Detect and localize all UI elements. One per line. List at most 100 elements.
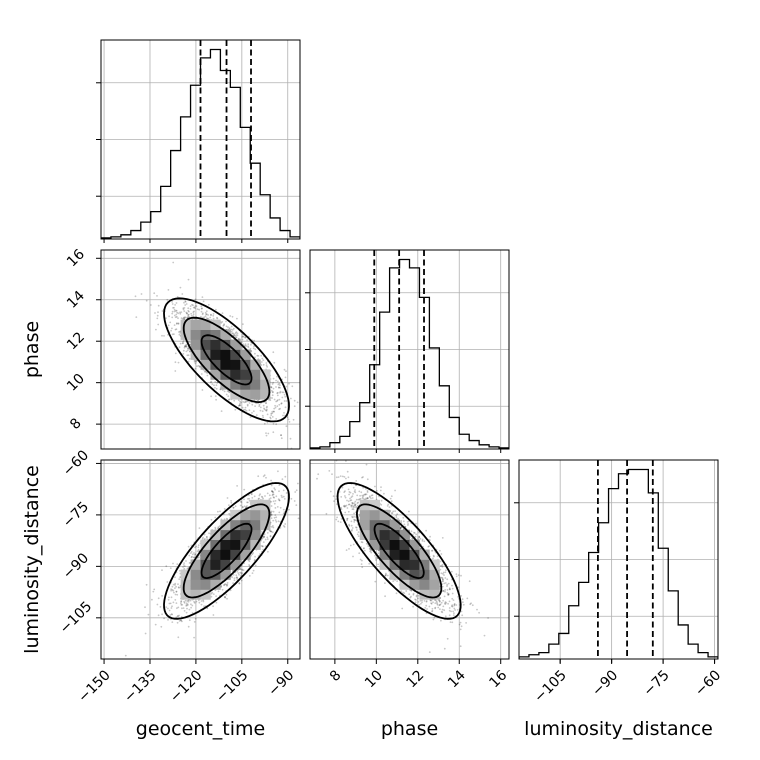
sample-point — [281, 437, 283, 439]
sample-point — [275, 386, 277, 388]
sample-point — [193, 557, 195, 559]
sample-point — [272, 394, 274, 396]
sample-point — [215, 595, 217, 597]
sample-point — [267, 422, 269, 424]
sample-point — [227, 582, 229, 584]
sample-point — [146, 300, 148, 302]
sample-point — [246, 502, 248, 504]
sample-point — [254, 405, 256, 407]
sample-point — [212, 315, 214, 317]
sample-point — [135, 295, 137, 297]
sample-point — [314, 436, 316, 438]
sample-point — [232, 316, 234, 318]
sample-point — [288, 383, 290, 385]
sample-point — [241, 569, 243, 571]
sample-point — [272, 351, 274, 353]
sample-point — [171, 317, 173, 319]
sample-point — [243, 489, 245, 491]
sample-point — [155, 624, 157, 626]
sample-point — [267, 414, 269, 416]
sample-point — [193, 307, 195, 309]
sample-point — [282, 452, 284, 454]
sample-point — [190, 603, 192, 605]
sample-point — [274, 514, 276, 516]
sample-point — [169, 610, 171, 612]
sample-point — [236, 336, 238, 338]
sample-point — [161, 613, 163, 615]
sample-point — [177, 615, 179, 617]
sample-point — [306, 463, 308, 465]
sample-point — [216, 384, 218, 386]
sample-point — [167, 619, 169, 621]
sample-point — [261, 358, 263, 360]
sample-point — [254, 353, 256, 355]
sample-point — [277, 381, 279, 383]
sample-point — [266, 435, 268, 437]
sample-point — [267, 493, 269, 495]
sample-point — [176, 602, 178, 604]
sample-point — [201, 600, 203, 602]
sample-point — [177, 583, 179, 585]
sample-point — [246, 505, 248, 507]
sample-point — [285, 386, 287, 388]
sample-point — [284, 394, 286, 396]
sample-point — [270, 480, 272, 482]
panel-luminosity_distance-vs-geocent_time: −105−90−75−60 — [57, 447, 313, 659]
sample-point — [275, 507, 277, 509]
sample-point — [210, 395, 212, 397]
sample-point — [271, 517, 273, 519]
sample-point — [190, 607, 192, 609]
sample-point — [160, 606, 162, 608]
sample-point — [274, 517, 276, 519]
sample-point — [179, 620, 181, 622]
sample-point — [224, 583, 226, 585]
sample-point — [202, 296, 204, 298]
y-tick-label: 8 — [67, 415, 85, 433]
sample-point — [175, 314, 177, 316]
sample-point — [256, 414, 258, 416]
panel-geocent_time-histogram — [96, 40, 300, 239]
sample-point — [172, 586, 174, 588]
sample-point — [262, 410, 264, 412]
sample-point — [280, 391, 282, 393]
sample-point — [214, 527, 216, 529]
sample-point — [278, 512, 280, 514]
sample-point — [278, 484, 280, 486]
panel-content — [101, 250, 317, 449]
sample-point — [170, 590, 172, 592]
sample-point — [234, 577, 236, 579]
sample-point — [157, 315, 159, 317]
sample-point — [170, 330, 172, 332]
sample-point — [213, 384, 215, 386]
sample-point — [273, 411, 275, 413]
sample-point — [223, 324, 225, 326]
density-cell — [220, 350, 230, 360]
sample-point — [183, 607, 185, 609]
sample-point — [262, 496, 264, 498]
sample-point — [135, 316, 137, 318]
sample-point — [174, 576, 176, 578]
sample-point — [168, 599, 170, 601]
sample-point — [175, 316, 177, 318]
sample-point — [196, 305, 198, 307]
sample-point — [241, 341, 243, 343]
sample-point — [181, 607, 183, 609]
sample-point — [222, 589, 224, 591]
sample-point — [272, 391, 274, 393]
sample-point — [153, 292, 155, 294]
sample-point — [272, 416, 274, 418]
sample-point — [289, 421, 291, 423]
sample-point — [273, 408, 275, 410]
sample-point — [280, 507, 282, 509]
sample-point — [148, 614, 150, 616]
sample-point — [189, 562, 191, 564]
sample-point — [236, 318, 238, 320]
sample-point — [201, 308, 203, 310]
sample-point — [226, 598, 228, 600]
sample-point — [230, 502, 232, 504]
sample-point — [244, 505, 246, 507]
sample-point — [217, 318, 219, 320]
sample-point — [262, 359, 264, 361]
sample-point — [231, 331, 233, 333]
